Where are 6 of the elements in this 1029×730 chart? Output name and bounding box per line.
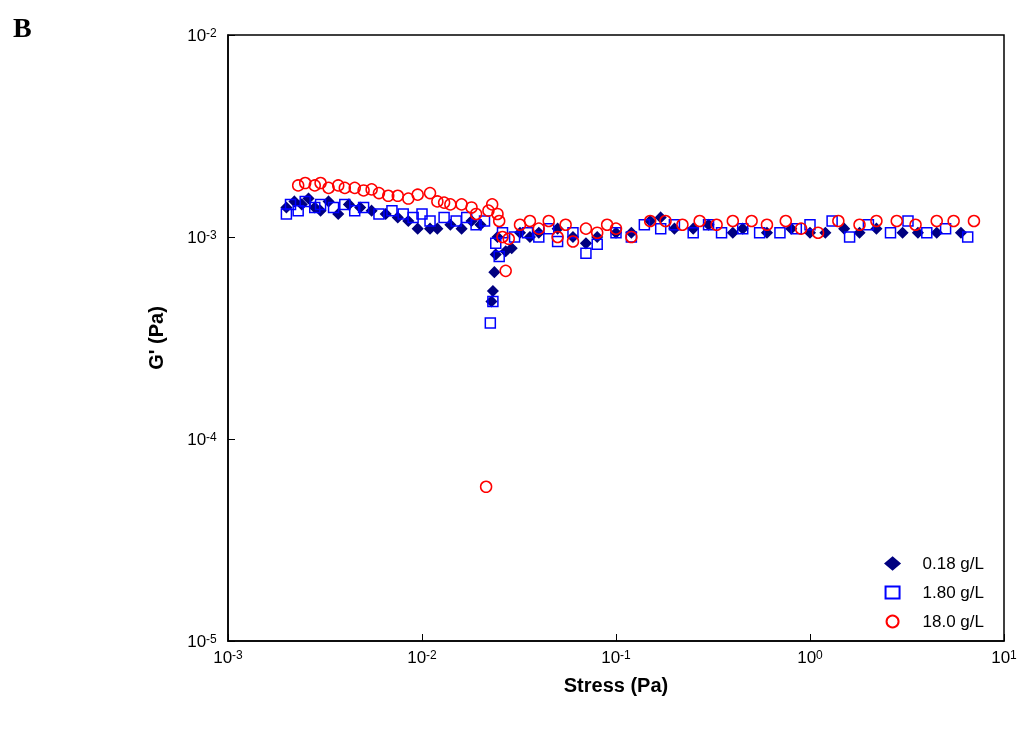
chart-title: B (13, 11, 32, 43)
x-axis-title: Stress (Pa) (563, 674, 669, 696)
legend-label: 0.18 g/L (922, 554, 985, 573)
y-axis-title: G' (Pa) (145, 306, 167, 370)
legend-label: 1.80 g/L (922, 583, 985, 602)
legend-label: 18.0 g/L (922, 612, 985, 631)
